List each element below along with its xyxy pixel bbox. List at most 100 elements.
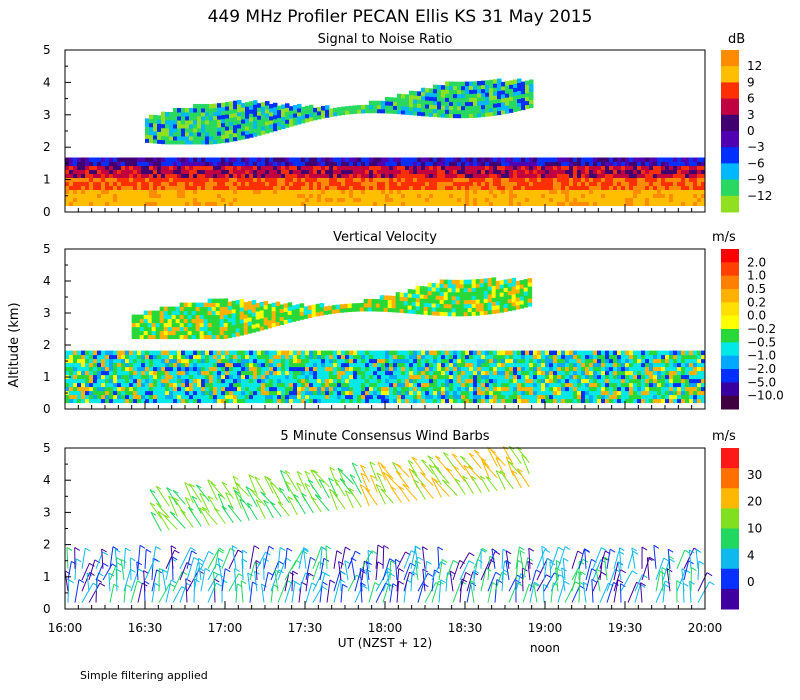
heat-cell	[135, 322, 141, 328]
heat-cell	[201, 185, 206, 191]
heat-cell	[85, 201, 90, 207]
heat-cell	[689, 366, 694, 372]
heat-cell	[645, 350, 650, 356]
heat-cell	[69, 382, 74, 388]
heat-cell	[93, 177, 98, 183]
y-tick-label: 1	[43, 173, 51, 187]
heat-cell	[545, 350, 550, 356]
heat-cell	[121, 157, 126, 163]
heat-cell	[273, 358, 278, 364]
heat-cell	[193, 111, 198, 117]
heat-cell	[665, 201, 670, 207]
heat-cell	[185, 382, 190, 388]
heat-cell	[497, 362, 502, 368]
heat-cell	[181, 135, 186, 141]
heat-cell	[473, 382, 478, 388]
heat-cell	[453, 89, 458, 95]
heat-cell	[173, 127, 178, 133]
heat-cell	[413, 91, 418, 96]
heat-cell	[637, 157, 642, 163]
heat-cell	[353, 386, 358, 392]
heat-cell	[313, 177, 318, 183]
heat-cell	[629, 165, 634, 171]
heat-cell	[369, 350, 374, 356]
heat-cell	[377, 173, 382, 179]
heat-cell	[637, 173, 642, 179]
heat-cell	[253, 157, 258, 163]
heat-cell	[661, 378, 666, 384]
heat-cell	[573, 189, 578, 195]
heat-cell	[249, 117, 254, 122]
heat-cell	[657, 350, 662, 356]
heat-cell	[401, 382, 406, 388]
heat-cell	[177, 394, 182, 400]
heat-cell	[129, 366, 134, 372]
heat-cell	[293, 382, 298, 388]
heat-cell	[629, 185, 634, 191]
heat-cell	[177, 362, 182, 368]
heat-cell	[397, 358, 402, 364]
heat-cell	[469, 165, 474, 171]
heat-cell	[189, 189, 194, 195]
heat-cell	[333, 350, 338, 356]
snr-plot	[65, 78, 706, 207]
heat-cell	[317, 169, 322, 175]
heat-cell	[159, 322, 165, 328]
heat-cell	[199, 326, 205, 332]
heat-cell	[621, 366, 626, 372]
heat-cell	[193, 169, 198, 175]
heat-cell	[633, 374, 638, 380]
heat-cell	[105, 189, 110, 195]
heat-cell	[533, 169, 538, 175]
heat-cell	[313, 370, 318, 376]
heat-cell	[689, 197, 694, 203]
heat-cell	[461, 157, 466, 163]
heat-cell	[613, 189, 618, 195]
heat-cell	[175, 310, 181, 316]
heat-cell	[201, 362, 206, 368]
heat-cell	[453, 370, 458, 376]
heat-cell	[437, 378, 442, 384]
heat-cell	[365, 374, 370, 380]
heat-cell	[85, 173, 90, 179]
heat-cell	[73, 354, 78, 360]
heat-cell	[171, 310, 177, 316]
heat-cell	[221, 398, 226, 404]
heat-cell	[161, 169, 166, 175]
heat-cell	[317, 114, 322, 120]
heat-cell	[457, 173, 462, 179]
heat-cell	[569, 161, 574, 167]
heat-cell	[389, 370, 394, 376]
heat-cell	[125, 378, 130, 384]
heat-cell	[637, 358, 642, 364]
heat-cell	[513, 201, 518, 207]
heat-cell	[345, 366, 350, 372]
heat-cell	[597, 374, 602, 380]
heat-cell	[65, 189, 70, 195]
heat-cell	[121, 362, 126, 368]
heat-cell	[565, 185, 570, 191]
heat-cell	[113, 354, 118, 360]
heat-cell	[529, 157, 534, 163]
heat-cell	[109, 197, 114, 203]
heat-cell	[397, 93, 402, 99]
heat-cell	[185, 394, 190, 400]
heat-cell	[369, 390, 374, 396]
heat-cell	[249, 101, 254, 106]
heat-cell	[425, 173, 430, 179]
heat-cell	[617, 350, 622, 356]
heat-cell	[617, 169, 622, 175]
heat-cell	[207, 330, 213, 336]
heat-cell	[701, 390, 706, 396]
heat-cell	[533, 181, 538, 187]
colorbar-label: −3	[747, 140, 765, 154]
heat-cell	[421, 366, 426, 372]
heat-cell	[297, 362, 302, 368]
heat-cell	[161, 362, 166, 368]
heat-cell	[437, 366, 442, 372]
heat-cell	[529, 99, 534, 105]
heat-cell	[489, 91, 494, 97]
heat-cell	[145, 374, 150, 380]
heat-cell	[545, 161, 550, 167]
heat-cell	[81, 362, 86, 368]
